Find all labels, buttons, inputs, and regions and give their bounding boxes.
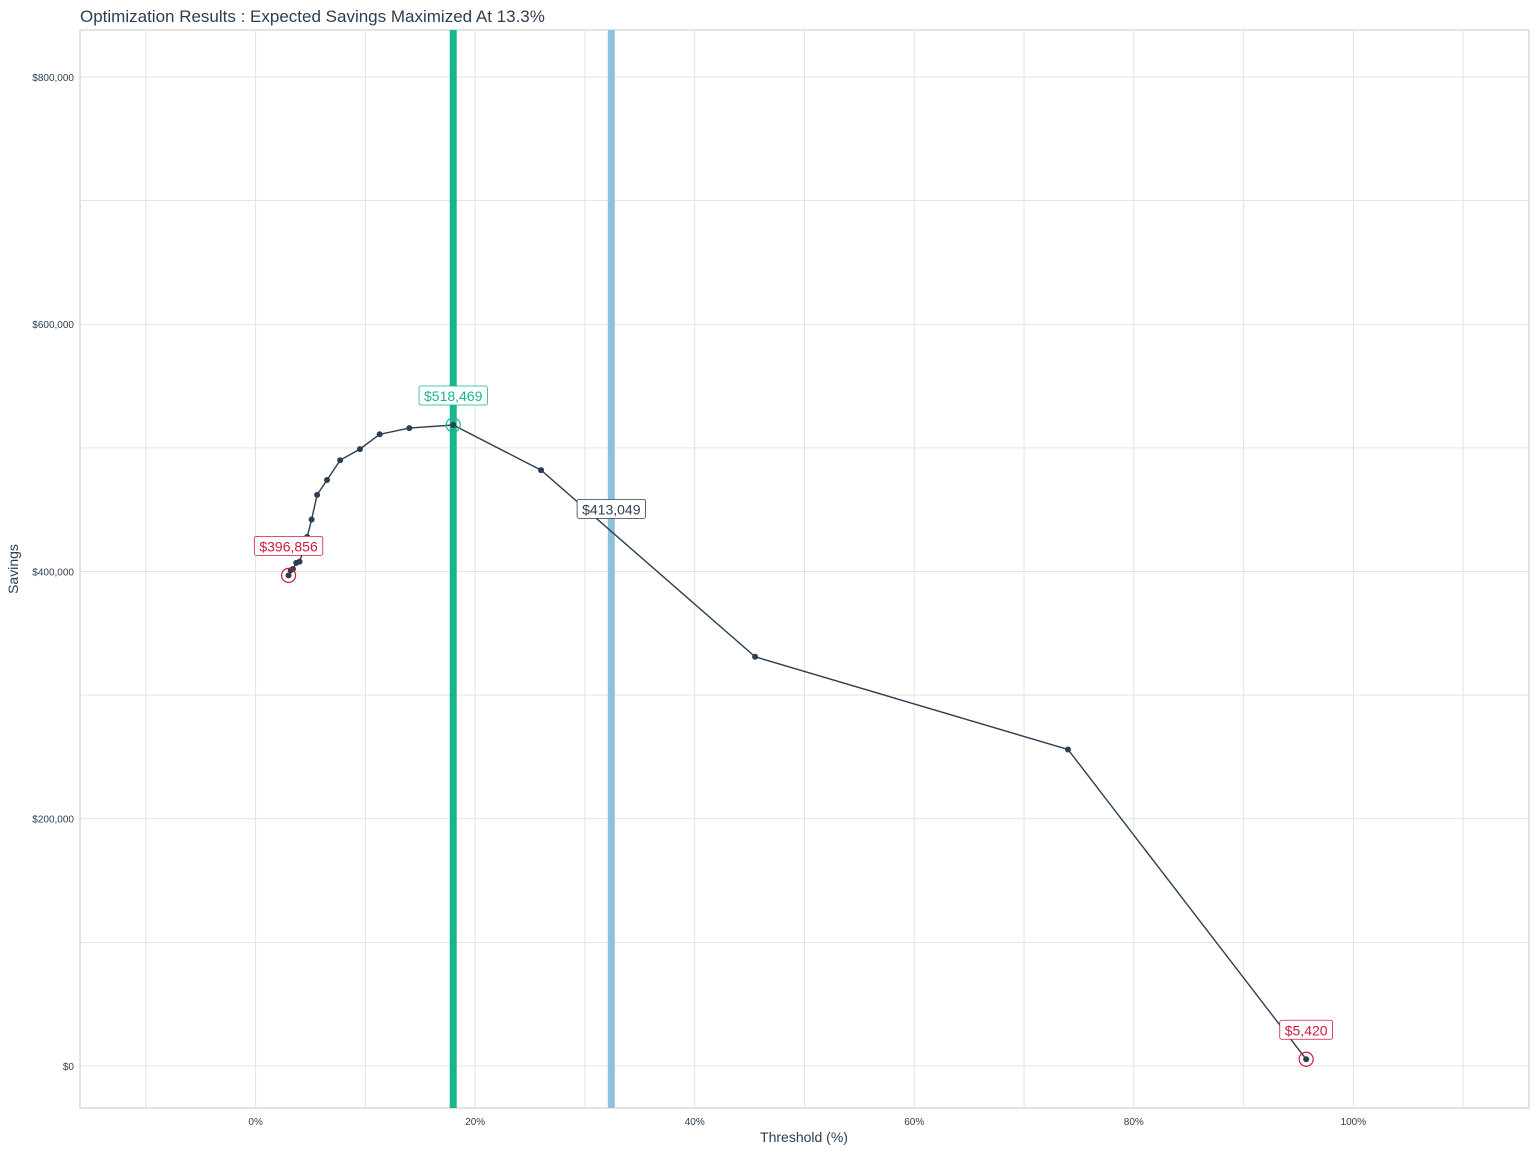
y-tick-label: $0 — [63, 1062, 75, 1073]
y-axis-title: Savings — [5, 544, 21, 594]
value-label-box — [253, 535, 324, 556]
highlight-ring — [445, 417, 461, 433]
y-tick-label: $600,000 — [32, 320, 74, 331]
highlight-ring — [280, 567, 297, 583]
x-axis-title: Threshold (%) — [760, 1129, 848, 1145]
x-tick-label: 100% — [1341, 1117, 1367, 1128]
x-tick-label: 40% — [685, 1117, 705, 1128]
y-tick-label: $800,000 — [32, 73, 74, 84]
data-point — [289, 566, 296, 572]
threshold-lines — [449, 30, 615, 1108]
data-point — [356, 446, 363, 453]
value-annotations: $396,856 $518,469 $413,049 $5,420 — [253, 385, 1333, 1067]
value-label: $413,049 — [582, 501, 641, 517]
value-label-box — [418, 385, 488, 406]
data-point — [376, 431, 383, 438]
data-point — [406, 425, 413, 432]
data-point — [323, 476, 330, 483]
data-point — [337, 457, 344, 464]
y-tick-label: $400,000 — [32, 567, 74, 578]
value-label-box — [576, 498, 646, 519]
data-point — [538, 467, 545, 474]
data-point — [308, 516, 315, 523]
value-label: $518,469 — [424, 388, 483, 404]
x-tick-label: 0% — [248, 1117, 263, 1128]
value-label: $5,420 — [1285, 1022, 1328, 1038]
x-tick-label: 60% — [904, 1117, 924, 1128]
y-tick-label: $200,000 — [32, 815, 74, 826]
data-point — [752, 653, 759, 660]
value-label: $396,856 — [259, 538, 318, 554]
x-tick-label: 20% — [465, 1117, 485, 1128]
value-label-box — [1279, 1019, 1333, 1040]
chart-title: Optimization Results : Expected Savings … — [80, 7, 545, 26]
data-point — [285, 572, 292, 579]
data-point — [1064, 746, 1071, 753]
data-point — [314, 491, 321, 498]
axis-ticks: 0% 20% 40% 60% 80% 100% $0 $200,000 $400,000 $600… — [32, 73, 1366, 1128]
x-tick-label: 80% — [1124, 1117, 1144, 1128]
highlight-ring — [1298, 1051, 1314, 1067]
series-line — [287, 424, 1307, 1060]
data-point — [296, 558, 303, 565]
data-point — [450, 422, 457, 429]
data-point — [1303, 1056, 1310, 1063]
savings-series — [285, 422, 1310, 1063]
grid-lines — [80, 30, 1529, 1108]
